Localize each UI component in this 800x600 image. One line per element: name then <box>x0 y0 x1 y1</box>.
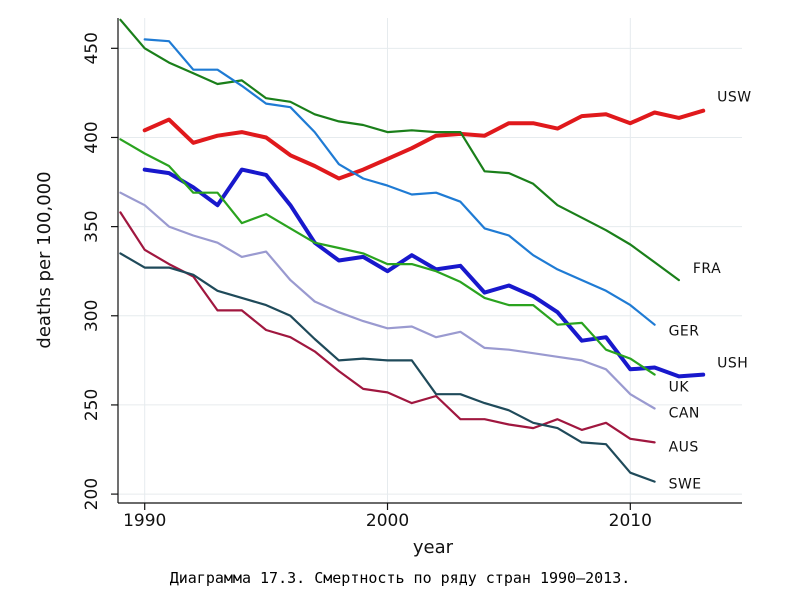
series-label-fra: FRA <box>693 261 721 277</box>
series-line-fra <box>119 18 681 282</box>
x-tick-label-2010: 2010 <box>609 511 652 531</box>
series-label-ger: GER <box>669 324 700 340</box>
y-tick-label-350: 350 <box>82 210 102 242</box>
x-axis-title: year <box>413 537 454 558</box>
mortality-line-chart: 200 250 300 350 400 450 1990 2000 2010 year deaths… <box>34 18 752 558</box>
series-line-usw <box>142 108 706 181</box>
axes: 200 250 300 350 400 450 1990 2000 2010 year deaths… <box>34 18 742 558</box>
series-line-swe <box>119 252 656 483</box>
series-label-usw: USW <box>717 90 751 106</box>
y-tick-label-200: 200 <box>82 478 102 510</box>
y-tick-label-300: 300 <box>82 300 102 332</box>
series-line-aus <box>119 211 656 444</box>
series-line-uk <box>119 138 656 376</box>
series-label-can: CAN <box>669 405 700 421</box>
series-line-ger <box>143 38 656 326</box>
series-label-swe: SWE <box>669 477 702 493</box>
series-lines <box>119 18 706 483</box>
y-tick-label-450: 450 <box>82 32 102 64</box>
series-labels: USW FRA GER USH UK CAN AUS SWE <box>669 90 752 493</box>
x-tick-label-1990: 1990 <box>123 511 166 531</box>
series-label-aus: AUS <box>669 439 699 455</box>
series-line-ush <box>142 167 706 379</box>
grid-lines <box>118 18 742 503</box>
figure-caption: Диаграмма 17.3. Смертность по ряду стран… <box>169 569 631 587</box>
x-tick-label-2000: 2000 <box>366 511 409 531</box>
series-label-ush: USH <box>717 356 748 372</box>
series-label-uk: UK <box>669 380 690 396</box>
y-tick-label-250: 250 <box>82 389 102 421</box>
series-line-can <box>119 191 656 410</box>
y-axis-title: deaths per 100,000 <box>34 171 55 348</box>
y-tick-label-400: 400 <box>82 121 102 153</box>
